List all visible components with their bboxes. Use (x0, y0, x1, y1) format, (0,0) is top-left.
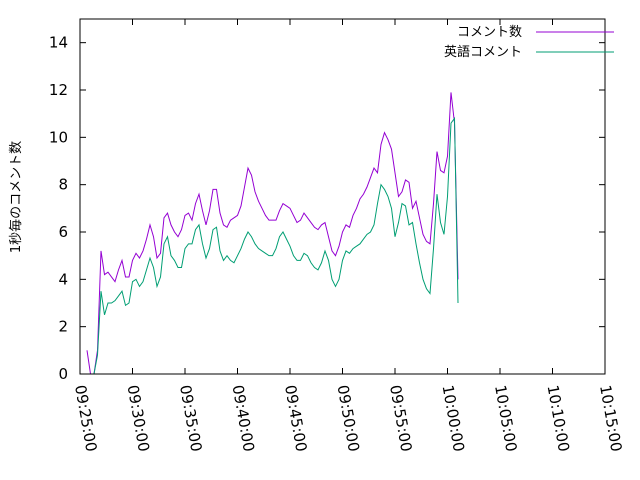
x-tick-label: 09:30:00 (124, 384, 153, 453)
x-tick-label: 10:05:00 (491, 384, 520, 453)
legend-label-series-2: 英語コメント (444, 44, 522, 60)
x-tick-label: 09:40:00 (229, 384, 258, 453)
y-tick-label: 0 (58, 365, 68, 383)
x-tick-label: 10:00:00 (439, 384, 468, 453)
y-tick-label: 4 (58, 270, 68, 288)
y-axis-label: 1秒毎のコメント数 (8, 141, 24, 253)
x-tick-label: 09:25:00 (71, 384, 100, 453)
series-line-1 (86, 92, 459, 375)
y-tick-label: 8 (58, 176, 68, 194)
legend: コメント数 英語コメント (444, 25, 614, 60)
series-line-2 (87, 116, 459, 375)
y-tick-label: 10 (49, 128, 68, 146)
plot-frame (79, 18, 606, 375)
plot-layer (86, 92, 459, 375)
x-tick-label: 10:15:00 (596, 384, 625, 453)
legend-label-series-1: コメント数 (457, 25, 522, 40)
y-tick-label: 2 (58, 318, 68, 336)
x-tick-label: 09:50:00 (334, 384, 363, 453)
y-tick-label: 14 (49, 34, 68, 52)
x-tick-label: 09:55:00 (386, 384, 415, 453)
y-tick-label: 12 (49, 81, 68, 99)
x-tick-label: 09:35:00 (176, 384, 205, 453)
y-tick-label: 6 (58, 223, 68, 241)
axes-layer: 0 2 4 6 8 10 12 14 09:25:00 09:30:00 09:35:00 09:40… (49, 18, 625, 453)
x-tick-label: 09:45:00 (281, 384, 310, 453)
x-tick-label: 10:10:00 (544, 384, 573, 453)
